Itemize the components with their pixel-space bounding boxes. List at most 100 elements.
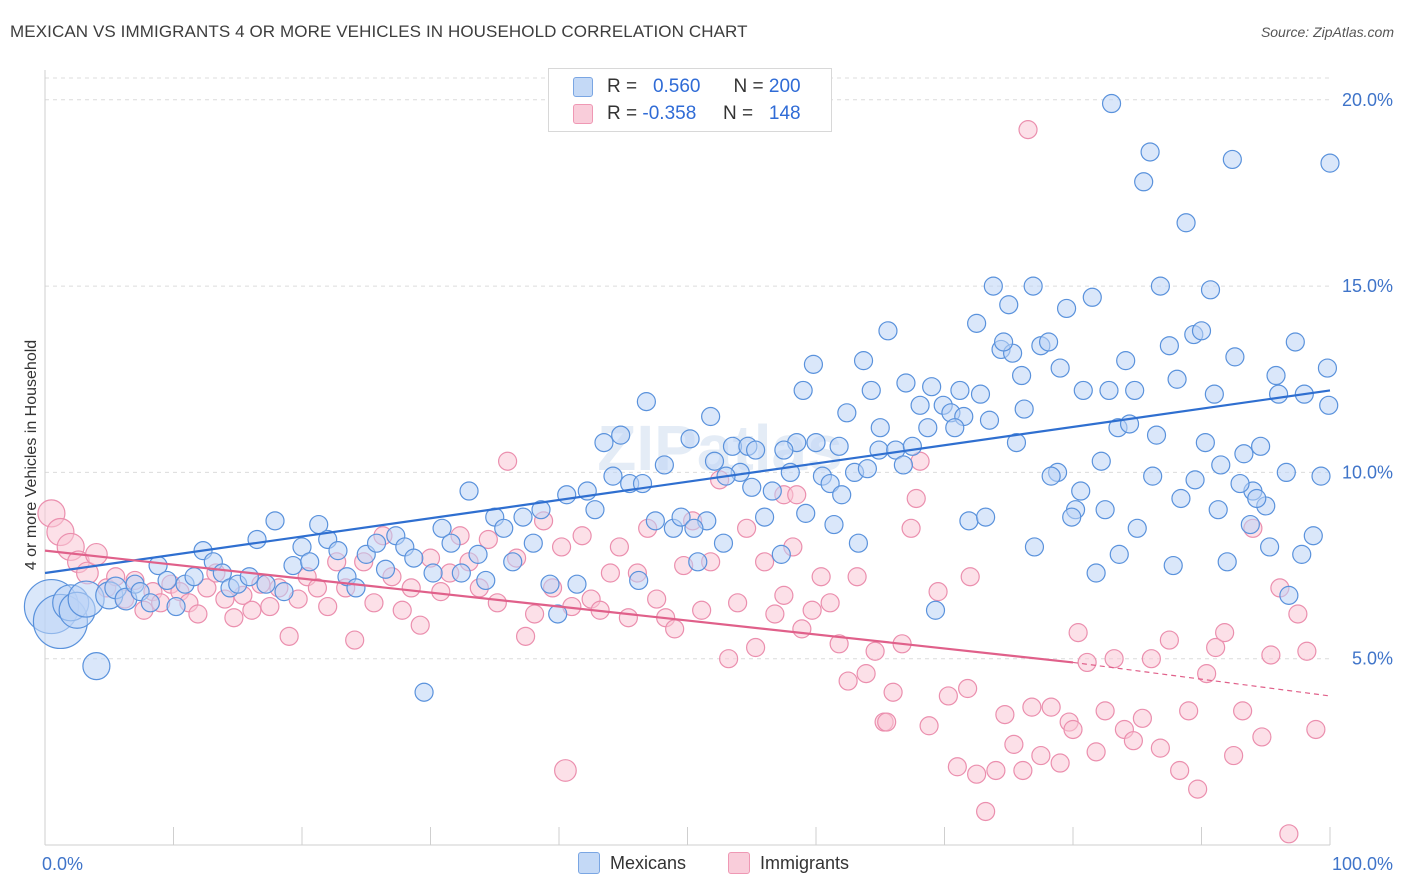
y-tick-label: 15.0% <box>1342 276 1393 296</box>
mexicans-point <box>793 380 813 401</box>
immigrants-point <box>928 582 948 602</box>
mexicans-point <box>256 574 276 594</box>
legend-row-mexicans: R = 0.560 N = 200 <box>573 75 801 99</box>
immigrants-point <box>746 637 766 658</box>
mexicans-point <box>1127 518 1147 538</box>
legend-r-value: 0.560 <box>652 76 701 97</box>
mexicans-point <box>1050 358 1070 378</box>
mexicans-point <box>684 518 704 538</box>
mexicans-point <box>922 377 942 397</box>
tick-labels: 5.0% 10.0% 15.0% 20.0% 0.0% 100.0% <box>42 90 1393 874</box>
immigrants-point <box>856 664 876 684</box>
mexicans-point <box>611 425 631 445</box>
immigrants-point <box>1004 734 1024 754</box>
immigrants-point <box>919 716 939 736</box>
immigrants-point <box>1233 701 1253 721</box>
mexicans-point <box>1099 380 1119 401</box>
mexicans-point <box>1195 432 1215 453</box>
mexicans-point <box>468 544 488 564</box>
mexicans-point <box>513 507 533 527</box>
immigrants-point <box>811 567 831 587</box>
legend-n-value: 148 <box>768 103 801 124</box>
bottom-legend-label-immigrants: Immigrants <box>760 852 850 873</box>
mexicans-point <box>1208 500 1228 520</box>
mexicans-point <box>451 563 471 583</box>
mexicans-point <box>1268 384 1289 404</box>
mexicans-point <box>774 440 794 460</box>
mexicans-point <box>1319 395 1339 415</box>
immigrants-point <box>938 686 958 706</box>
mexicans-point <box>1217 552 1237 572</box>
immigrants-point <box>1068 623 1088 643</box>
immigrants-point <box>829 634 849 654</box>
mexicans-point <box>1134 172 1154 192</box>
mexicans-point <box>645 511 665 531</box>
mexicans-point <box>557 485 577 505</box>
immigrants-point <box>1150 738 1170 758</box>
mexicans-point <box>983 276 1003 296</box>
immigrants-point <box>1050 753 1070 773</box>
immigrants-point <box>318 596 338 617</box>
mexicans-point <box>1185 470 1205 490</box>
immigrants-point <box>554 759 577 782</box>
mexicans-point <box>82 652 111 681</box>
mexicans-point <box>594 432 614 453</box>
mexicans-point <box>1163 555 1183 576</box>
immigrants-point <box>1041 697 1061 717</box>
immigrants-point <box>719 649 739 669</box>
immigrants-point <box>524 604 545 624</box>
immigrants-point <box>1086 742 1106 762</box>
mexicans-point <box>1082 287 1102 307</box>
mexicans-point <box>746 440 766 460</box>
mexicans-point <box>494 518 514 538</box>
mexicans-point <box>1056 298 1077 319</box>
legend-r-value: -0.358 <box>642 103 697 124</box>
immigrants-point <box>572 526 592 546</box>
immigrants-point <box>618 608 638 628</box>
mexicans-point <box>1167 369 1187 389</box>
mexicans-point <box>265 511 285 531</box>
y-tick-label: 5.0% <box>1352 649 1393 669</box>
mexicans-point <box>1014 399 1034 419</box>
immigrants-point <box>188 604 208 624</box>
mexicans-point <box>918 418 938 438</box>
mexicans-point <box>1038 332 1059 352</box>
immigrants-point <box>609 537 629 557</box>
mexicans-point <box>861 380 881 401</box>
immigrants-point <box>960 567 980 587</box>
bottom-legend-immigrants: Immigrants <box>728 852 849 874</box>
mexicans-point <box>1023 276 1043 296</box>
immigrants-point <box>1063 719 1083 740</box>
immigrants-point <box>1179 701 1199 721</box>
immigrants-point <box>802 600 822 620</box>
mexicans-point <box>1150 276 1170 296</box>
mexicans-point <box>1073 380 1093 401</box>
mexicans-point <box>713 533 734 553</box>
immigrants-point <box>754 552 775 572</box>
mexicans-point <box>1292 544 1312 564</box>
mexicans-point <box>1266 365 1286 386</box>
mexicans-point <box>585 500 605 520</box>
mexicans-point <box>742 477 762 497</box>
immigrants-point <box>877 712 897 732</box>
immigrants-point <box>995 704 1015 725</box>
immigrants-point <box>865 641 885 661</box>
mexicans-point <box>925 600 946 620</box>
immigrants-point <box>1095 701 1115 721</box>
mexicans-point <box>853 351 874 371</box>
mexicans-point <box>1159 336 1179 356</box>
x-tick-label: 100.0% <box>1332 854 1393 874</box>
mexicans-point <box>300 552 320 572</box>
mexicans-point <box>1211 455 1231 475</box>
mexicans-point <box>1311 466 1331 486</box>
immigrants-point <box>1104 649 1124 669</box>
y-tick-label: 10.0% <box>1342 462 1393 482</box>
immigrants-point <box>600 563 621 583</box>
mexicans-point <box>1320 153 1340 173</box>
mexicans-point <box>346 578 366 598</box>
mexicans-point <box>967 313 987 333</box>
mexicans-point <box>274 582 294 602</box>
y-tick-label: 20.0% <box>1342 90 1393 110</box>
mexicans-point <box>629 570 649 591</box>
